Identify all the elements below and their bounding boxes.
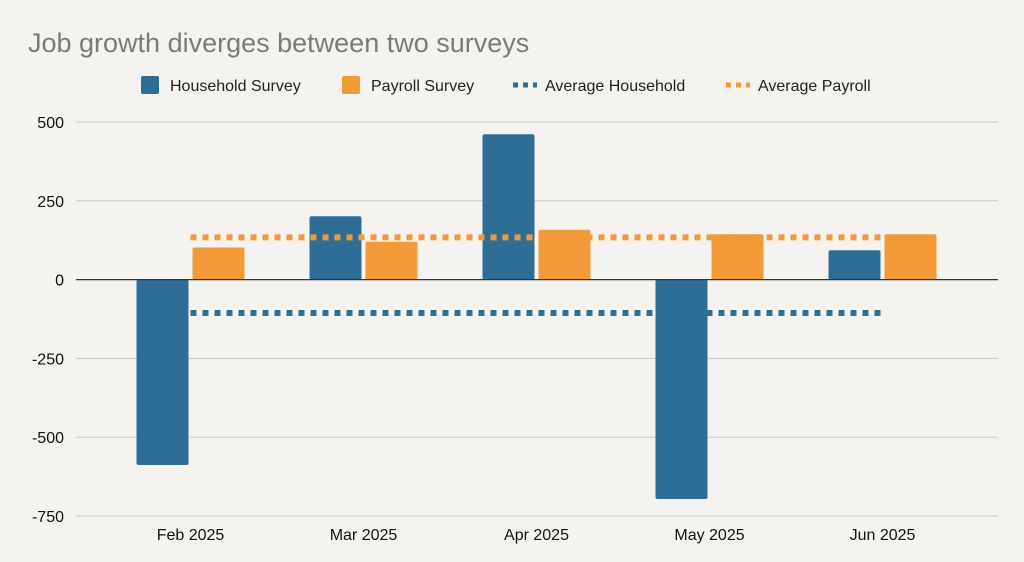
bar-payroll-survey-apr-2025 <box>538 229 591 280</box>
bar-household-survey-feb-2025 <box>136 279 189 465</box>
legend-label-household-survey: Household Survey <box>170 78 301 95</box>
bar-household-survey-may-2025 <box>655 279 708 499</box>
y-axis-ticks: 500 250 0 -250 -500 -750 <box>32 115 64 526</box>
y-tick-label: -750 <box>32 509 64 526</box>
bar-payroll-survey-jun-2025 <box>884 234 937 280</box>
x-category-label: Apr 2025 <box>504 527 569 544</box>
bar-payroll-survey-feb-2025 <box>192 247 245 280</box>
legend-label-average-payroll: Average Payroll <box>758 78 871 95</box>
chart-title: Job growth diverges between two surveys <box>28 28 529 58</box>
y-tick-label: 500 <box>37 115 64 132</box>
y-tick-label: 0 <box>55 273 64 290</box>
y-tick-label: -250 <box>32 351 64 368</box>
legend-swatch-payroll-survey <box>342 76 360 94</box>
x-category-label: Jun 2025 <box>850 527 916 544</box>
y-tick-label: 250 <box>37 194 64 211</box>
legend: Household Survey Payroll Survey Average Ho… <box>141 76 871 95</box>
legend-label-average-household: Average Household <box>545 78 685 95</box>
y-tick-label: -500 <box>32 430 64 447</box>
average-lines <box>190 234 883 317</box>
x-category-label: Mar 2025 <box>330 527 398 544</box>
legend-label-payroll-survey: Payroll Survey <box>371 78 474 95</box>
bar-household-survey-mar-2025 <box>309 216 362 280</box>
bar-payroll-survey-may-2025 <box>711 234 764 280</box>
bar-household-survey-jun-2025 <box>828 250 881 280</box>
bar-payroll-survey-mar-2025 <box>365 241 418 280</box>
x-axis-categories: Feb 2025 Mar 2025 Apr 2025 May 2025 Jun 2025 <box>157 527 916 544</box>
x-category-label: May 2025 <box>674 527 744 544</box>
x-category-label: Feb 2025 <box>157 527 225 544</box>
legend-swatch-household-survey <box>141 76 159 94</box>
bars <box>136 134 937 499</box>
bar-household-survey-apr-2025 <box>482 134 535 280</box>
grid <box>76 121 998 517</box>
